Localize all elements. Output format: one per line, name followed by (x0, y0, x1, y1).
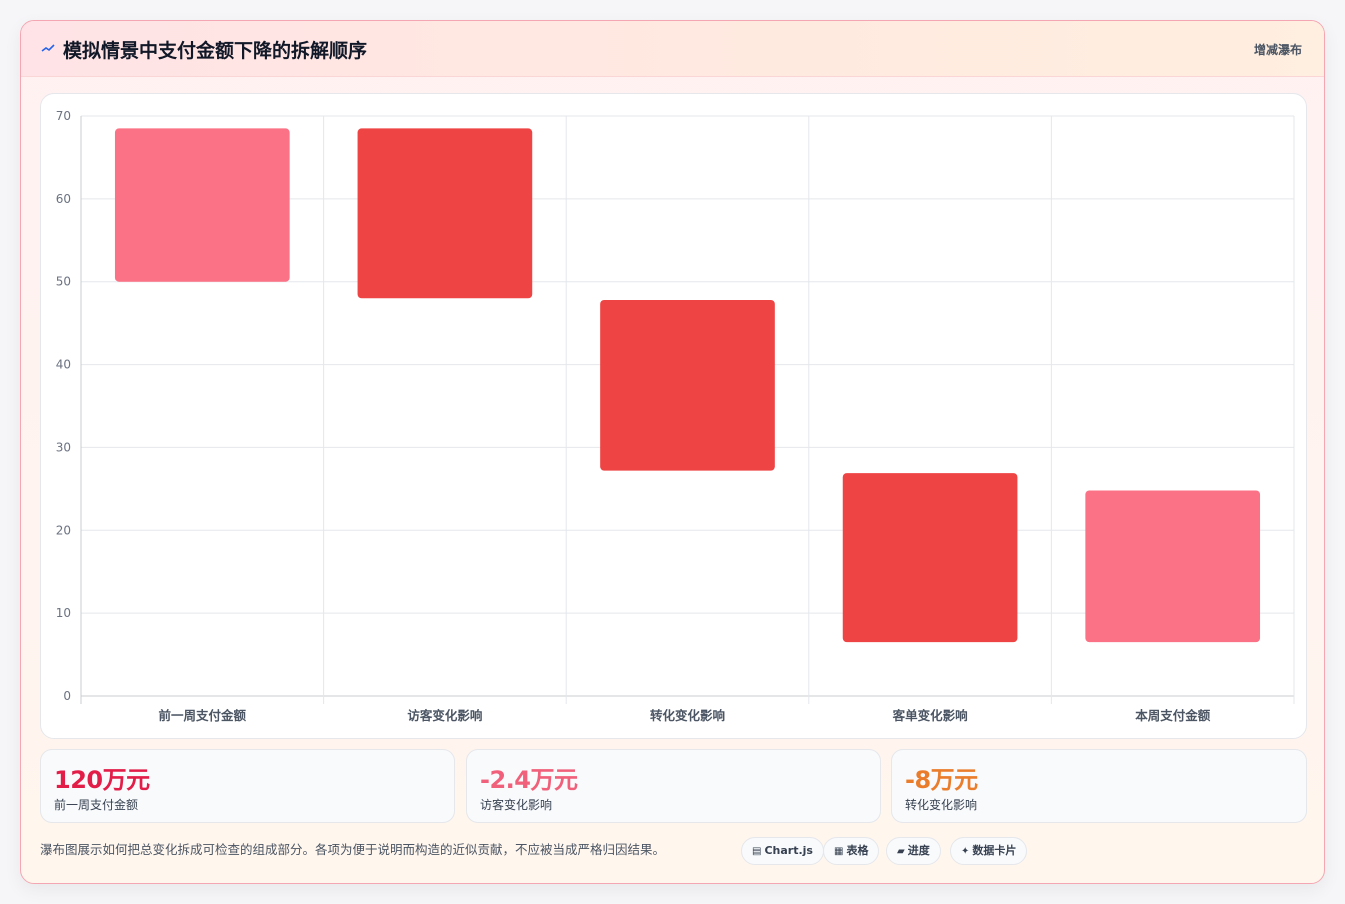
card-header: 模拟情景中支付金额下降的拆解顺序 增减瀑布 (21, 21, 1324, 77)
x-tick-label: 前一周支付金额 (159, 708, 247, 723)
tag-label: Chart.js (764, 844, 813, 857)
x-tick-label: 访客变化影响 (407, 708, 482, 723)
chart-mode-label: 增减瀑布 (1253, 43, 1302, 57)
stat-value: -2.4万元 (480, 766, 578, 794)
waterfall-bar (114, 128, 290, 282)
chart-title: 模拟情景中支付金额下降的拆解顺序 (63, 40, 368, 62)
y-tick-label: 60 (56, 192, 71, 206)
chart-card: 模拟情景中支付金额下降的拆解顺序 增减瀑布 0 10 20 30 40 50 60 70 前一周… (20, 20, 1325, 884)
stat-card-visitor: -2.4万元 访客变化影响 (466, 749, 881, 823)
stat-label: 转化变化影响 (905, 798, 978, 812)
chart-line-icon (41, 41, 55, 55)
progress-icon: ▰ (897, 846, 905, 857)
footer-note: 瀑布图展示如何把总变化拆成可检查的组成部分。各项为便于说明而构造的近似贡献，不应… (40, 842, 666, 857)
x-tick-label: 转化变化影响 (650, 708, 725, 723)
stat-card-conversion: -8万元 转化变化影响 (891, 749, 1307, 823)
y-tick-label: 70 (56, 109, 71, 123)
tag-chartjs[interactable]: ▤ Chart.js (741, 837, 824, 865)
tag-label: 数据卡片 (972, 844, 1017, 857)
y-tick-label: 10 (56, 606, 71, 620)
waterfall-chart: 0 10 20 30 40 50 60 70 前一周支付金额 访客变化影响 转化变化影响 客单变化影响… (56, 109, 1295, 723)
tag-progress[interactable]: ▰ 进度 (886, 837, 941, 865)
stats-row: 120万元 前一周支付金额 -2.4万元 访客变化影响 -8万元 转化变化影响 (40, 749, 1307, 823)
y-tick-label: 40 (56, 358, 71, 372)
y-tick-label: 30 (56, 440, 71, 454)
chart-panel: 0 10 20 30 40 50 60 70 前一周支付金额 访客变化影响 转化变化影响 客单变化影响… (40, 93, 1307, 739)
stat-label: 访客变化影响 (480, 798, 553, 812)
stat-card-prev-week: 120万元 前一周支付金额 (40, 749, 455, 823)
x-tick-label: 本周支付金额 (1135, 708, 1211, 723)
y-tick-label: 0 (63, 689, 71, 703)
chart-icon: ▤ (752, 846, 762, 857)
waterfall-bar (842, 473, 1018, 643)
stat-value: 120万元 (54, 766, 150, 794)
tag-label: 进度 (907, 844, 930, 857)
y-tick-label: 20 (56, 523, 71, 537)
tag-data-card[interactable]: ✦ 数据卡片 (950, 837, 1028, 865)
table-icon: ▦ (834, 846, 844, 857)
waterfall-bar (1085, 490, 1261, 643)
card-icon: ✦ (961, 846, 970, 857)
waterfall-bar (600, 299, 775, 471)
tag-table[interactable]: ▦ 表格 (823, 837, 880, 865)
stat-label: 前一周支付金额 (54, 798, 139, 812)
stat-value: -8万元 (905, 766, 978, 794)
tag-label: 表格 (846, 844, 869, 857)
y-tick-label: 50 (56, 275, 71, 289)
x-tick-label: 客单变化影响 (892, 708, 968, 723)
waterfall-bar (357, 128, 533, 299)
